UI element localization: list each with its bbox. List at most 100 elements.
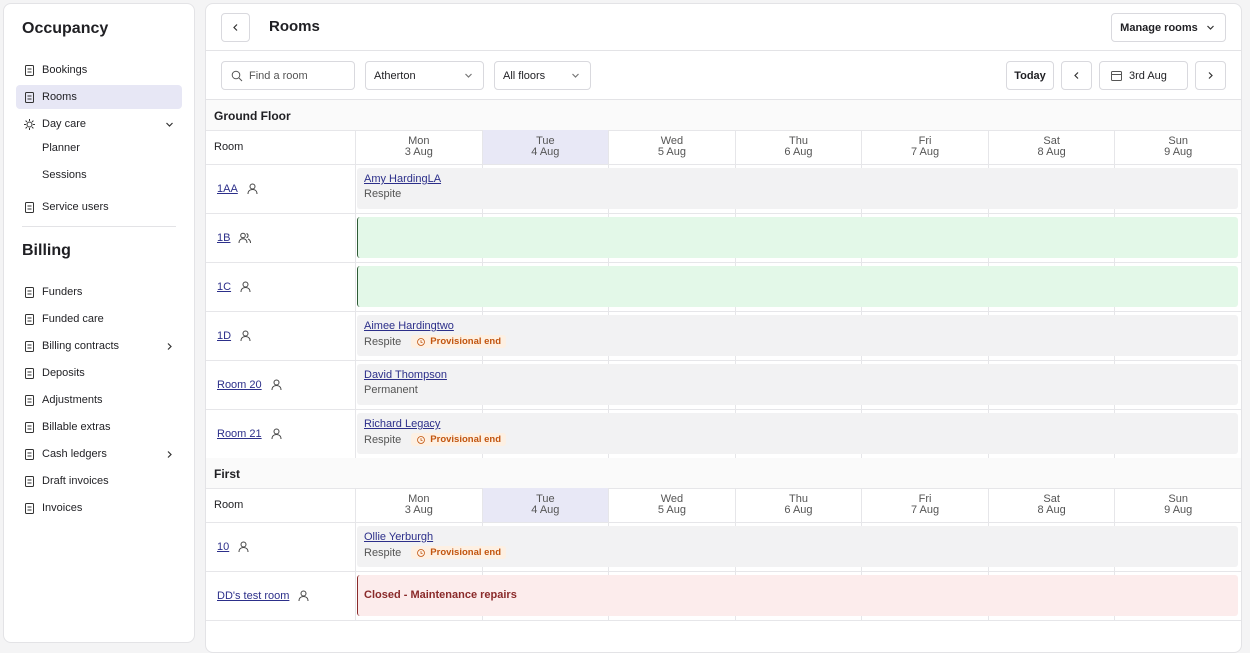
floor-select[interactable]: All floors xyxy=(494,61,591,90)
icon xyxy=(1111,71,1122,81)
nav-item[interactable]: Bookings xyxy=(16,58,182,82)
back-button[interactable] xyxy=(221,13,250,42)
nav-label: Deposits xyxy=(42,367,85,379)
room-cell: Room 20 xyxy=(217,360,283,409)
icon xyxy=(25,448,34,460)
icon xyxy=(25,64,34,76)
day-header: Mon 3 Aug xyxy=(355,130,482,164)
day-date: 7 Aug xyxy=(910,504,940,516)
day-name: Fri xyxy=(918,493,932,505)
day-name: Mon xyxy=(408,493,430,505)
icon xyxy=(25,502,34,514)
room-link[interactable]: 10 xyxy=(217,540,230,553)
day-date: 3 Aug xyxy=(404,504,433,516)
day-date: 8 Aug xyxy=(1037,504,1066,516)
day-date: 7 Aug xyxy=(910,146,940,158)
floor-name: Ground Floor xyxy=(214,109,291,123)
room-link[interactable]: 1B xyxy=(217,231,231,244)
room-cell: 1AA xyxy=(217,164,259,213)
nav-item[interactable]: Adjustments xyxy=(16,388,182,412)
day-header: Sat 8 Aug xyxy=(987,488,1115,522)
day-header: Fri 7 Aug xyxy=(861,488,988,522)
resident-link[interactable]: Richard Legacy xyxy=(364,418,441,430)
day-name: Wed xyxy=(660,135,684,147)
placeholder: Find a room xyxy=(249,69,308,82)
row-border xyxy=(206,360,1241,361)
day-name: Thu xyxy=(789,493,808,505)
floor-name: First xyxy=(214,467,241,481)
nav-subitem[interactable]: Sessions xyxy=(42,164,87,186)
section-title: Occupancy xyxy=(22,20,109,37)
room-link[interactable]: Room 21 xyxy=(217,427,262,440)
nav-label: Invoices xyxy=(42,502,83,514)
nav-item[interactable]: Billable extras xyxy=(16,415,182,439)
icon xyxy=(238,232,252,244)
manage-rooms-button[interactable]: Manage rooms xyxy=(1111,13,1226,42)
nav-label: Billing contracts xyxy=(42,340,120,352)
day-header: Mon 3 Aug xyxy=(355,488,482,522)
nav-item[interactable]: Funded care xyxy=(16,307,182,331)
next-button[interactable] xyxy=(1195,61,1226,90)
icon xyxy=(247,183,258,195)
icon xyxy=(25,394,34,406)
button-label: Manage rooms xyxy=(1120,21,1198,34)
icon xyxy=(25,367,34,379)
nav-subitem[interactable]: Planner xyxy=(42,137,80,159)
resident-link[interactable]: David Thompson xyxy=(364,369,447,381)
room-link[interactable]: Room 20 xyxy=(217,378,262,391)
day-date: 6 Aug xyxy=(784,504,813,516)
icon xyxy=(572,73,579,78)
date-picker[interactable]: 3rd Aug xyxy=(1099,61,1188,90)
nav-item[interactable]: Invoices xyxy=(16,496,182,520)
room-cell: DD's test room xyxy=(217,571,310,620)
nav-item[interactable]: Funders xyxy=(16,280,182,304)
room-status-bar: Richard Legacy Respite Provisional end xyxy=(357,413,1238,454)
icon xyxy=(1074,72,1079,79)
nav-item[interactable]: Service users xyxy=(16,195,182,219)
badge-label: Provisional end xyxy=(430,547,502,558)
icon xyxy=(233,24,238,31)
stay-line: Respite xyxy=(364,188,1238,200)
nav-label: Adjustments xyxy=(42,394,103,406)
room-status-bar: Aimee Hardingtwo Respite Provisional end xyxy=(357,315,1238,356)
day-date: 9 Aug xyxy=(1164,504,1193,516)
search-input[interactable]: Find a room xyxy=(221,61,355,90)
resident-link[interactable]: Amy HardingLA xyxy=(364,173,442,185)
separator xyxy=(206,50,1241,51)
nav-item[interactable]: Deposits xyxy=(16,361,182,385)
nav-item[interactable]: Day care xyxy=(16,112,182,136)
nav-item[interactable]: Draft invoices xyxy=(16,469,182,493)
icon xyxy=(1208,72,1213,79)
nav-item[interactable]: Cash ledgers xyxy=(16,442,182,466)
room-cell: 1C xyxy=(217,262,252,311)
room-status-bar xyxy=(357,266,1238,307)
room-link[interactable]: DD's test room xyxy=(217,589,290,602)
day-date: 8 Aug xyxy=(1037,146,1066,158)
icon xyxy=(25,201,34,213)
day-name: Sat xyxy=(1043,135,1060,147)
day-name: Tue xyxy=(536,135,555,147)
day-date: 4 Aug xyxy=(531,504,560,516)
room-link[interactable]: 1C xyxy=(217,280,232,293)
row-border xyxy=(206,571,1241,572)
closed-note: Closed - Maintenance repairs xyxy=(364,589,517,601)
nav-item[interactable]: Rooms xyxy=(16,85,182,109)
icon xyxy=(25,286,34,298)
icon xyxy=(240,330,251,342)
room-link[interactable]: 1D xyxy=(217,329,232,342)
day-name: Wed xyxy=(660,493,684,505)
room-status-bar: Ollie Yerburgh Respite Provisional end xyxy=(357,526,1238,567)
today-button[interactable]: Today xyxy=(1006,61,1054,90)
prev-button[interactable] xyxy=(1061,61,1092,90)
day-header: Wed 5 Aug xyxy=(608,488,735,522)
room-link[interactable]: 1AA xyxy=(217,182,238,195)
resident-link[interactable]: Aimee Hardingtwo xyxy=(364,320,454,332)
day-header: Wed 5 Aug xyxy=(608,130,735,164)
site-select[interactable]: Atherton xyxy=(365,61,484,90)
room-status-bar: Closed - Maintenance repairs xyxy=(357,575,1238,616)
day-name: Fri xyxy=(918,135,932,147)
resident-link[interactable]: Ollie Yerburgh xyxy=(364,531,434,543)
nav-item[interactable]: Billing contracts xyxy=(16,334,182,358)
date-label: 3rd Aug xyxy=(1129,69,1167,82)
stay-type: Respite xyxy=(364,546,402,559)
